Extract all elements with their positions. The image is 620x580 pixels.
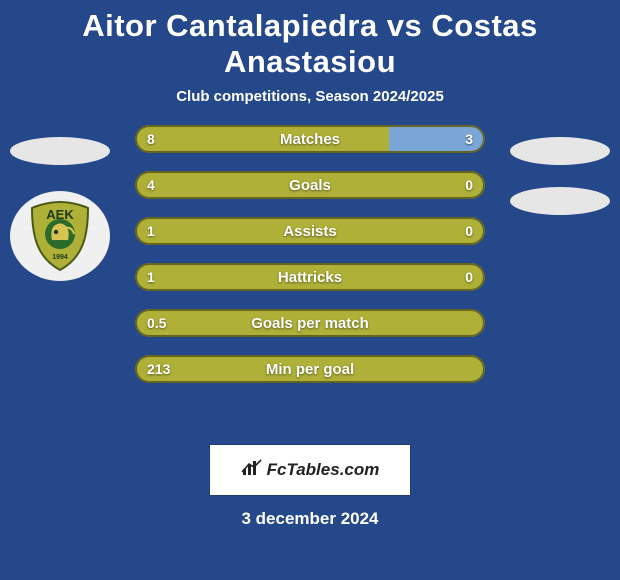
stat-row: 213Min per goal: [135, 355, 485, 383]
chart-area: AEK 1994 83Matches 40Goals 10Assists 10Hatt…: [0, 125, 620, 445]
date-text: 3 december 2024: [0, 509, 620, 529]
attribution-text: FcTables.com: [267, 460, 380, 480]
stat-row: 83Matches: [135, 125, 485, 153]
aek-shield-icon: AEK 1994: [20, 196, 100, 276]
stat-label: Goals: [135, 171, 485, 199]
stat-row: 0.5Goals per match: [135, 309, 485, 337]
player-right-placeholder: [510, 137, 610, 165]
stat-row: 10Assists: [135, 217, 485, 245]
stat-row: 10Hattricks: [135, 263, 485, 291]
badge-year: 1994: [52, 254, 68, 261]
subtitle: Club competitions, Season 2024/2025: [0, 88, 620, 105]
stat-bars: 83Matches 40Goals 10Assists 10Hattricks 0.5G…: [135, 125, 485, 401]
stat-label: Assists: [135, 217, 485, 245]
club-left-badge: AEK 1994: [10, 191, 110, 281]
attribution-box: FcTables.com: [210, 445, 410, 495]
club-right-placeholder: [510, 187, 610, 215]
stat-row: 40Goals: [135, 171, 485, 199]
player-left-placeholder: [10, 137, 110, 165]
chart-icon: [241, 459, 263, 482]
stat-label: Matches: [135, 125, 485, 153]
stat-label: Goals per match: [135, 309, 485, 337]
stat-label: Hattricks: [135, 263, 485, 291]
comparison-infographic: Aitor Cantalapiedra vs Costas Anastasiou…: [0, 0, 620, 580]
stat-label: Min per goal: [135, 355, 485, 383]
page-title: Aitor Cantalapiedra vs Costas Anastasiou: [0, 0, 620, 80]
